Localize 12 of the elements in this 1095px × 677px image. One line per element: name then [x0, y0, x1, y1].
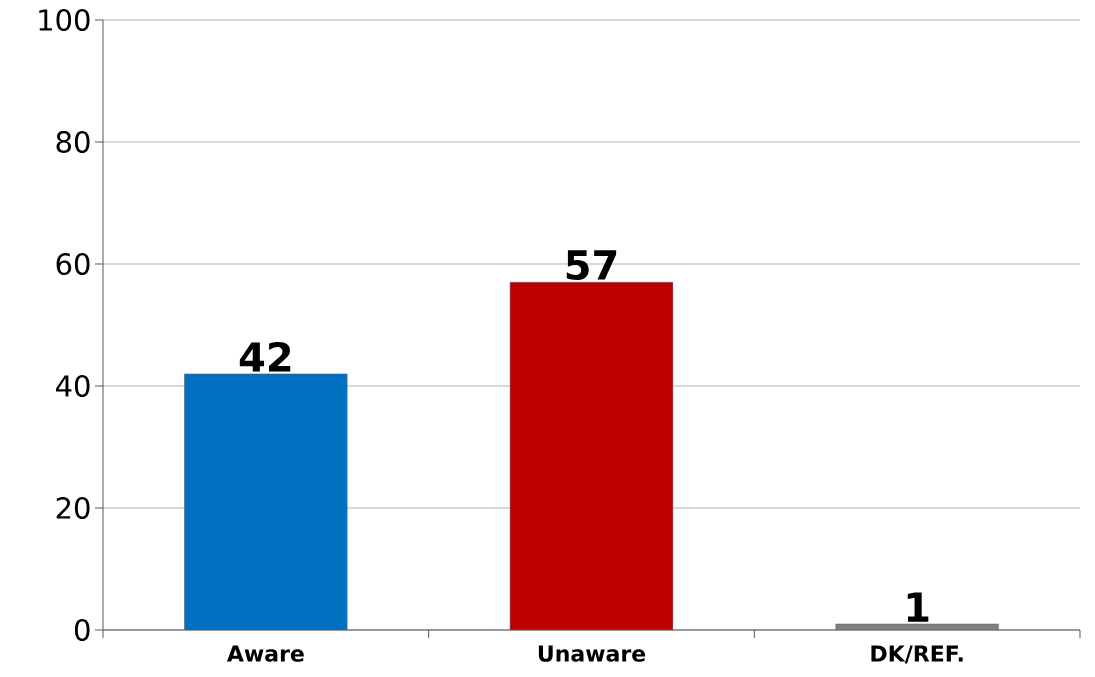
x-tick-label: Unaware [538, 645, 646, 662]
y-tick-label: 80 [56, 131, 90, 153]
x-tick-label: Aware [226, 645, 304, 662]
data-label: 57 [566, 250, 617, 281]
y-tick-label: 0 [74, 619, 90, 641]
y-tick-label: 20 [56, 497, 90, 519]
data-label: 42 [239, 341, 291, 372]
data-label: 1 [907, 592, 929, 622]
x-tick-label: DK/REF. [871, 645, 963, 664]
y-tick-label: 40 [55, 375, 90, 397]
y-tick-label: 100 [39, 9, 90, 31]
y-tick-label: 60 [56, 253, 90, 275]
